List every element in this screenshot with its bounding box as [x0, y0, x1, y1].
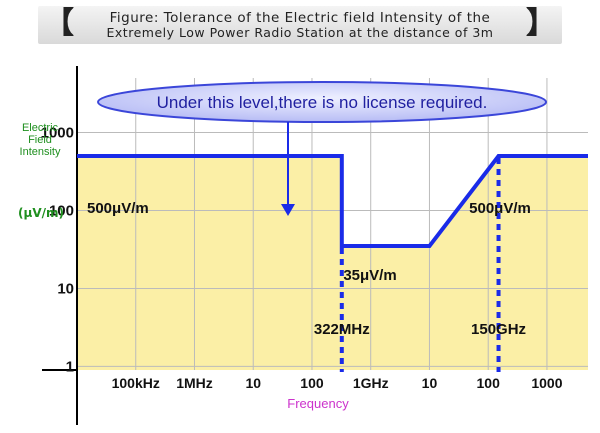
cutoff-high-label: 150GHz: [471, 321, 526, 338]
x-tick-label: 100kHz: [112, 375, 160, 391]
level-left-label: 500μV/m: [87, 200, 149, 217]
figure-title-banner: 【 Figure: Tolerance of the Electric fiel…: [38, 6, 562, 44]
x-tick-label: 10: [422, 375, 438, 391]
level-right-label: 500μV/m: [469, 200, 531, 217]
y-axis-label-line: Field: [28, 134, 52, 146]
level-mid-label: 35μV/m: [343, 267, 396, 284]
cutoff-low-label: 322MHz: [314, 321, 370, 338]
right-bracket: 】: [526, 6, 556, 41]
figure-title-line2: Extremely Low Power Radio Station at the…: [106, 25, 494, 40]
y-tick-label: 1000: [41, 125, 74, 142]
x-tick-label: 100: [300, 375, 324, 391]
x-tick-label: 1GHz: [353, 375, 389, 391]
callout-arrow-head: [281, 204, 295, 216]
y-axis-label-line: Intensity: [20, 146, 61, 158]
y-axis-unit: (μV/m): [18, 206, 64, 220]
x-tick-label: 1000: [531, 375, 562, 391]
x-tick-label: 100: [477, 375, 501, 391]
y-tick-label: 1: [66, 358, 74, 375]
y-tick-label: 10: [57, 280, 74, 297]
allowed-region-fill: [77, 155, 588, 370]
y-tick-label: 100: [49, 202, 74, 219]
callout-text: Under this level,there is no license req…: [157, 93, 488, 112]
limit-line: [77, 153, 588, 249]
y-axis-label-line: Electric: [22, 122, 59, 134]
x-tick-label: 1MHz: [176, 375, 213, 391]
left-bracket: 【: [44, 6, 74, 41]
x-tick-label: 10: [245, 375, 261, 391]
figure-title-line1: Figure: Tolerance of the Electric field …: [109, 10, 491, 26]
callout-bubble: [97, 81, 547, 123]
x-axis-label: Frequency: [287, 396, 349, 411]
